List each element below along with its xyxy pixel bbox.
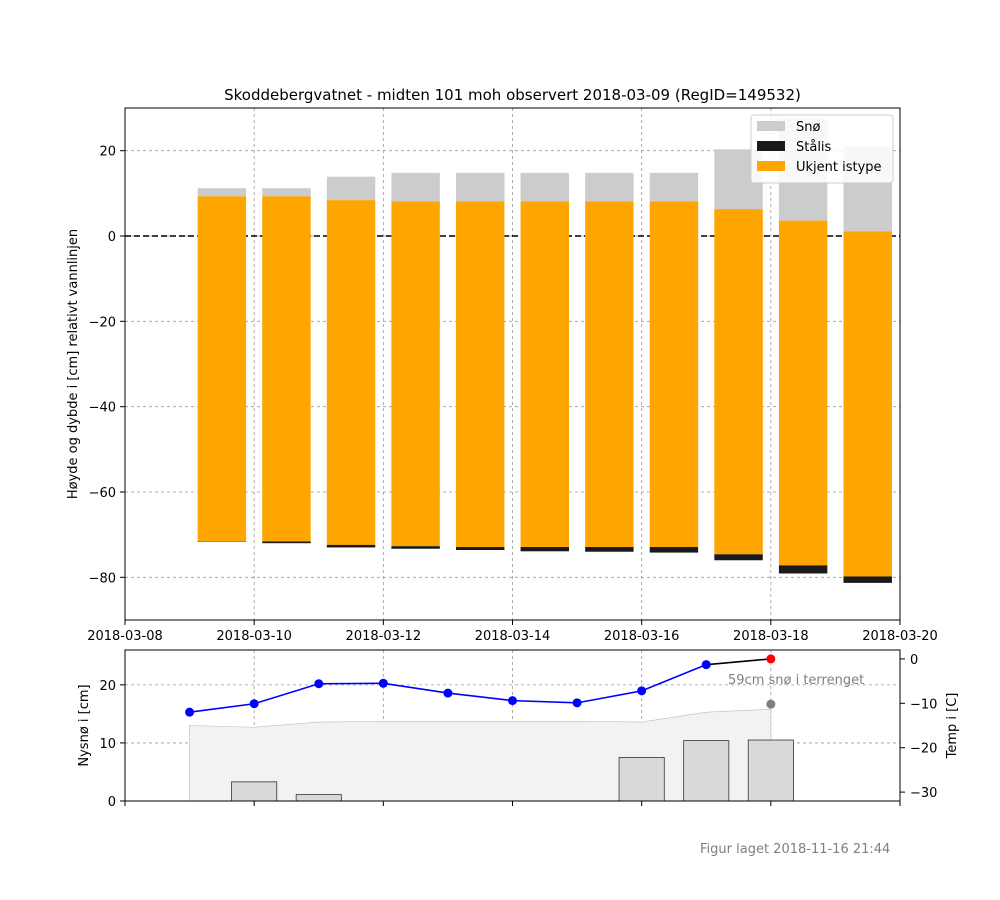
y2-tick-label: 0	[910, 653, 918, 668]
unknown-ice-bar	[326, 200, 376, 545]
temperature-point	[701, 660, 711, 670]
temperature-point	[378, 678, 388, 688]
new-snow-bar	[295, 794, 342, 802]
x-tick-label: 2018-03-14	[475, 629, 551, 644]
temperature-point	[443, 688, 453, 698]
temperature-point	[508, 696, 517, 706]
temperature-point	[637, 686, 647, 696]
legend: Snø Stålis Ukjent istype	[750, 114, 894, 184]
forecast-temperature-point	[766, 654, 776, 664]
x-tick-label: 2018-03-12	[346, 629, 422, 644]
y-tick-label: −60	[89, 486, 116, 501]
legend-label: Stålis	[796, 140, 832, 155]
forecast-temp-line	[706, 658, 771, 666]
snow-bar	[585, 172, 634, 202]
legend-swatch	[757, 161, 785, 171]
x-tick-label: 2018-03-20	[862, 629, 938, 644]
clear-ice-bar	[714, 554, 763, 561]
legend-swatch	[757, 121, 785, 131]
legend-label: Snø	[796, 120, 820, 135]
x-tick-label: 2018-03-18	[733, 629, 809, 644]
clear-ice-bar	[778, 565, 828, 574]
figure-timestamp: Figur laget 2018-11-16 21:44	[700, 842, 891, 857]
unknown-ice-bar	[391, 201, 440, 547]
unknown-ice-bar	[455, 201, 505, 548]
y-tick-label: −40	[89, 401, 116, 416]
y-tick-label: 0	[108, 230, 116, 245]
temperature-line	[189, 663, 707, 713]
snow-bar	[391, 172, 440, 202]
unknown-ice-bar	[843, 231, 892, 577]
unknown-ice-bar	[262, 196, 311, 542]
y-tick-label: −20	[89, 315, 116, 330]
new-snow-bar	[747, 739, 794, 802]
snow-bar	[197, 188, 247, 197]
snow-bar	[326, 176, 376, 201]
snow-bar	[520, 172, 570, 202]
main-chart: Skoddebergvatnet - midten 101 moh observ…	[66, 86, 938, 644]
y-axis-label: Høyde og dybde i [cm] relativt vannlinje…	[66, 229, 81, 499]
weather-chart: 59cm snø i terrenget 0 10 20 0 −10 −20 −30 Nysnø…	[77, 649, 960, 810]
y-tick-label: 10	[99, 737, 116, 752]
unknown-ice-bar	[714, 209, 763, 555]
clear-ice-bar	[262, 541, 311, 544]
snow-bar	[649, 172, 699, 202]
snow-bar	[455, 172, 505, 202]
clear-ice-bar	[649, 547, 699, 553]
clear-ice-bar	[585, 547, 634, 552]
y-tick-label: 0	[108, 795, 116, 810]
unknown-ice-bar	[197, 196, 247, 542]
temperature-point	[185, 707, 195, 717]
terrain-snow-marker	[766, 699, 776, 709]
y2-tick-label: −20	[910, 742, 937, 757]
legend-box	[750, 114, 894, 184]
chart-title: Skoddebergvatnet - midten 101 moh observ…	[224, 86, 801, 104]
unknown-ice-bar	[778, 220, 828, 566]
unknown-ice-bar	[520, 201, 570, 548]
x-tick-label: 2018-03-10	[216, 629, 292, 644]
clear-ice-bar	[843, 576, 892, 583]
new-snow-bar	[683, 740, 730, 802]
temperature-point	[249, 699, 259, 709]
legend-swatch	[757, 141, 785, 151]
unknown-ice-bar	[649, 201, 699, 548]
y-tick-label: 20	[99, 679, 116, 694]
y2-tick-label: −10	[910, 697, 937, 712]
y-tick-label: 20	[99, 145, 116, 160]
clear-ice-bar	[455, 547, 505, 551]
new-snow-bar	[618, 757, 665, 802]
x-tick-label: 2018-03-16	[604, 629, 680, 644]
legend-label: Ukjent istype	[796, 160, 882, 175]
y-tick-label: −80	[89, 571, 116, 586]
temperature-point	[572, 698, 582, 708]
y-axis-label: Nysnø i [cm]	[77, 684, 92, 766]
clear-ice-bar	[391, 546, 440, 549]
y2-axis-label: Temp i [C]	[945, 693, 960, 760]
x-tick-label: 2018-03-08	[87, 629, 163, 644]
new-snow-bar	[231, 781, 278, 802]
snow-bar	[262, 188, 311, 197]
y2-tick-label: −30	[910, 786, 937, 801]
terrain-snow-annotation: 59cm snø i terrenget	[728, 673, 864, 688]
clear-ice-bar	[520, 547, 570, 552]
clear-ice-bar	[326, 544, 376, 548]
temperature-point	[314, 679, 324, 689]
unknown-ice-bar	[585, 201, 634, 548]
